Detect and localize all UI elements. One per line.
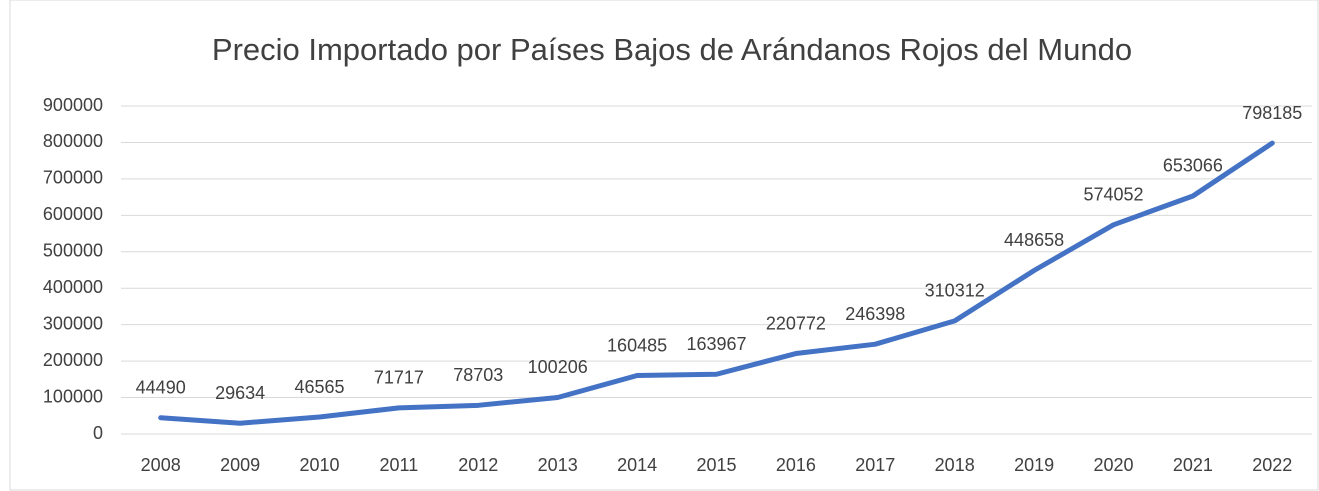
x-tick-label: 2008 [141,455,181,475]
y-tick-label: 500000 [43,241,103,261]
data-label: 798185 [1242,103,1302,123]
x-tick-label: 2017 [855,455,895,475]
x-tick-label: 2012 [458,455,498,475]
data-label: 163967 [686,334,746,354]
x-tick-label: 2020 [1093,455,1133,475]
y-tick-label: 600000 [43,204,103,224]
chart-frame [9,0,1319,491]
data-label: 310312 [925,281,985,301]
y-tick-label: 200000 [43,350,103,370]
data-label: 29634 [215,383,265,403]
data-label: 246398 [845,304,905,324]
x-tick-label: 2014 [617,455,657,475]
y-tick-label: 300000 [43,313,103,333]
x-tick-label: 2019 [1014,455,1054,475]
data-label: 46565 [294,377,344,397]
data-label: 448658 [1004,230,1064,250]
x-tick-label: 2021 [1173,455,1213,475]
x-tick-label: 2018 [935,455,975,475]
data-label: 44490 [136,378,186,398]
y-tick-label: 400000 [43,277,103,297]
data-label: 71717 [374,368,424,388]
y-tick-label: 700000 [43,168,103,188]
x-tick-label: 2010 [299,455,339,475]
x-tick-label: 2015 [696,455,736,475]
y-tick-label: 800000 [43,131,103,151]
y-tick-label: 900000 [43,95,103,115]
x-tick-label: 2011 [380,455,419,475]
x-tick-label: 2022 [1252,455,1292,475]
y-tick-label: 100000 [43,386,103,406]
line [158,140,1275,426]
data-label: 78703 [453,365,503,385]
x-tick-label: 2009 [220,455,260,475]
data-label: 160485 [607,335,667,355]
chart-title: Precio Importado por Países Bajos de Ará… [212,32,1132,67]
data-label: 653066 [1163,156,1223,176]
data-label: 574052 [1083,185,1143,205]
data-label: 100206 [528,357,588,377]
data-label: 220772 [766,313,826,333]
x-tick-label: 2013 [538,455,578,475]
x-tick-label: 2016 [776,455,816,475]
y-tick-label: 0 [93,423,103,443]
